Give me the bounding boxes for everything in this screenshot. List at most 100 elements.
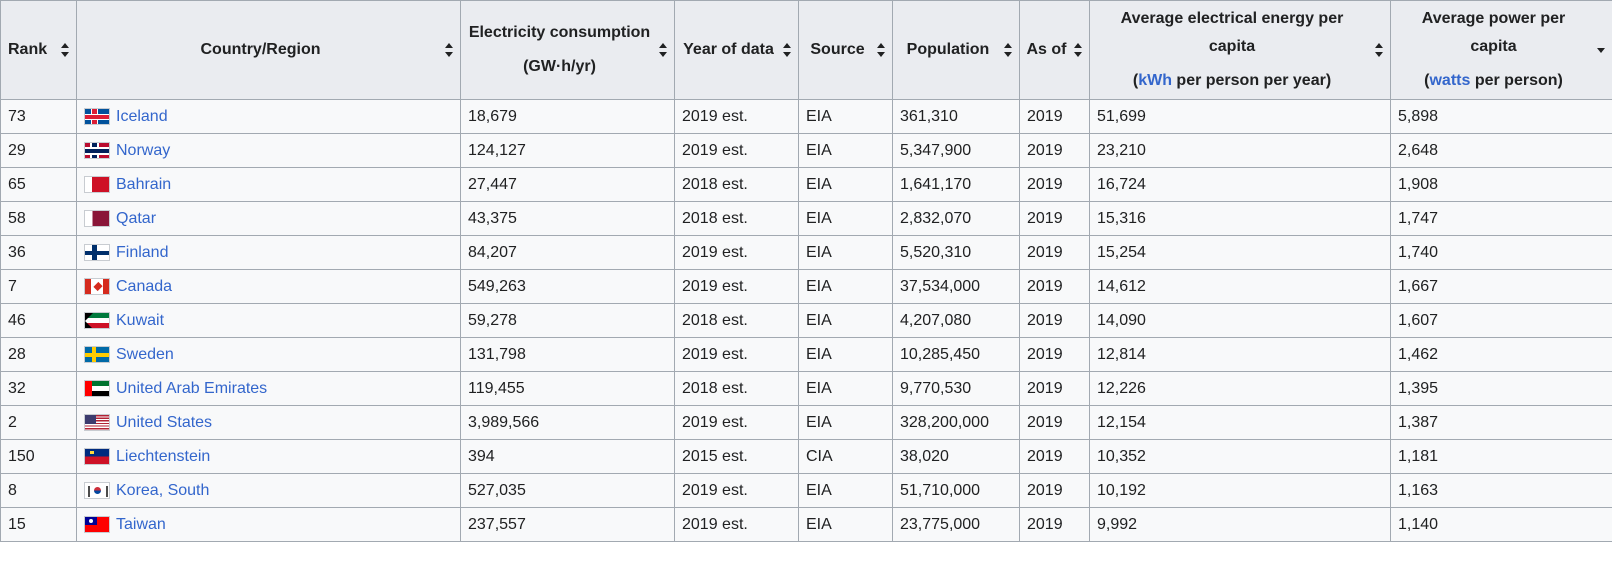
cell-population: 1,641,170 <box>892 167 1020 202</box>
sort-descending-icon[interactable] <box>1597 43 1606 57</box>
country-entry: Kuwait <box>84 312 453 330</box>
sort-icon[interactable] <box>877 43 886 57</box>
iceland-flag-icon <box>84 108 110 125</box>
column-header-energy-per-capita[interactable]: Average electrical energy per capita (kW… <box>1089 0 1391 100</box>
cell-rank: 8 <box>0 473 77 508</box>
sort-icon[interactable] <box>783 43 792 57</box>
cell-year: 2018 est. <box>674 201 799 236</box>
country-link[interactable]: Iceland <box>116 107 168 125</box>
cell-energy: 12,814 <box>1089 337 1391 372</box>
cell-energy: 9,992 <box>1089 507 1391 542</box>
country-link[interactable]: Qatar <box>116 209 157 227</box>
country-link[interactable]: Finland <box>116 243 169 261</box>
liechtenstein-flag-icon <box>84 448 110 465</box>
cell-country: United States <box>76 405 461 440</box>
column-header-year[interactable]: Year of data <box>674 0 799 100</box>
column-header-unit: (GW·h/yr) <box>523 58 596 75</box>
country-link[interactable]: Sweden <box>116 345 174 363</box>
country-entry: Taiwan <box>84 516 453 534</box>
cell-energy: 51,699 <box>1089 99 1391 134</box>
cell-power: 1,163 <box>1390 473 1612 508</box>
column-header-label: Population <box>906 41 990 58</box>
country-entry: Norway <box>84 142 453 160</box>
cell-source: EIA <box>798 99 893 134</box>
cell-consumption: 527,035 <box>460 473 675 508</box>
kwh-link[interactable]: kWh <box>1138 72 1172 89</box>
table-row: 46 Kuwait 59,278 2018 est. EIA 4,207,080 2019 1… <box>0 303 1612 338</box>
table-body: 73 Iceland 18,679 2019 est. EIA 361,310 2019 51… <box>0 99 1612 542</box>
cell-year: 2018 est. <box>674 167 799 202</box>
country-link[interactable]: Korea, South <box>116 481 210 499</box>
column-header-label: Year of data <box>683 41 774 58</box>
qatar-flag-icon <box>84 210 110 227</box>
finland-flag-icon <box>84 244 110 261</box>
cell-country: Sweden <box>76 337 461 372</box>
country-link[interactable]: United States <box>116 413 213 431</box>
sort-icon[interactable] <box>659 43 668 57</box>
table-row: 36 Finland 84,207 2019 est. EIA 5,520,310 2019… <box>0 235 1612 270</box>
cell-power: 1,740 <box>1390 235 1612 270</box>
sort-icon[interactable] <box>61 43 70 57</box>
cell-energy: 23,210 <box>1089 133 1391 168</box>
country-link[interactable]: Canada <box>116 277 173 295</box>
cell-country: Kuwait <box>76 303 461 338</box>
korea-flag-icon <box>84 482 110 499</box>
cell-power: 1,395 <box>1390 371 1612 406</box>
cell-year: 2019 est. <box>674 337 799 372</box>
cell-energy: 10,352 <box>1089 439 1391 474</box>
cell-consumption: 59,278 <box>460 303 675 338</box>
column-header-unit: (kWh per person per year) <box>1096 67 1368 95</box>
cell-source: EIA <box>798 235 893 270</box>
cell-rank: 65 <box>0 167 77 202</box>
column-header-as-of[interactable]: As of <box>1019 0 1090 100</box>
cell-power: 5,898 <box>1390 99 1612 134</box>
watts-link[interactable]: watts <box>1429 72 1471 89</box>
cell-power: 1,140 <box>1390 507 1612 542</box>
country-entry: Iceland <box>84 108 453 126</box>
cell-year: 2019 est. <box>674 507 799 542</box>
country-entry: United Arab Emirates <box>84 380 453 398</box>
column-header-label: Average power per capita <box>1421 10 1566 55</box>
country-entry: Qatar <box>84 210 453 228</box>
cell-as-of: 2019 <box>1019 201 1090 236</box>
column-header-power-per-capita[interactable]: Average power per capita (watts per pers… <box>1390 0 1612 100</box>
unit-paren: ( <box>1424 72 1430 89</box>
sweden-flag-icon <box>84 346 110 363</box>
cell-energy: 16,724 <box>1089 167 1391 202</box>
sort-icon[interactable] <box>1004 43 1013 57</box>
cell-country: Finland <box>76 235 461 270</box>
cell-source: EIA <box>798 473 893 508</box>
column-header-population[interactable]: Population <box>892 0 1020 100</box>
cell-population: 10,285,450 <box>892 337 1020 372</box>
country-entry: Canada <box>84 278 453 296</box>
cell-rank: 29 <box>0 133 77 168</box>
unit-text: per person per year) <box>1171 72 1332 89</box>
table-row: 58 Qatar 43,375 2018 est. EIA 2,832,070 2019 15… <box>0 201 1612 236</box>
country-link[interactable]: Kuwait <box>116 311 165 329</box>
sort-icon[interactable] <box>445 43 454 57</box>
cell-source: EIA <box>798 133 893 168</box>
country-entry: Bahrain <box>84 176 453 194</box>
sort-icon[interactable] <box>1074 43 1083 57</box>
country-link[interactable]: Taiwan <box>116 515 166 533</box>
cell-as-of: 2019 <box>1019 473 1090 508</box>
cell-country: United Arab Emirates <box>76 371 461 406</box>
country-link[interactable]: Liechtenstein <box>116 447 211 465</box>
cell-year: 2019 est. <box>674 133 799 168</box>
table-header-row: Rank Country/Region Electricity consumpt… <box>0 0 1612 100</box>
cell-rank: 15 <box>0 507 77 542</box>
cell-as-of: 2019 <box>1019 371 1090 406</box>
cell-rank: 73 <box>0 99 77 134</box>
column-header-consumption[interactable]: Electricity consumption (GW·h/yr) <box>460 0 675 100</box>
column-header-label: As of <box>1026 41 1067 58</box>
cell-energy: 12,226 <box>1089 371 1391 406</box>
table-row: 32 United Arab Emirates 119,455 2018 est. EI… <box>0 371 1612 406</box>
sort-icon[interactable] <box>1375 43 1384 57</box>
country-link[interactable]: United Arab Emirates <box>116 379 268 397</box>
column-header-rank[interactable]: Rank <box>0 0 77 100</box>
cell-consumption: 237,557 <box>460 507 675 542</box>
column-header-country[interactable]: Country/Region <box>76 0 461 100</box>
country-link[interactable]: Bahrain <box>116 175 172 193</box>
country-link[interactable]: Norway <box>116 141 171 159</box>
column-header-source[interactable]: Source <box>798 0 893 100</box>
